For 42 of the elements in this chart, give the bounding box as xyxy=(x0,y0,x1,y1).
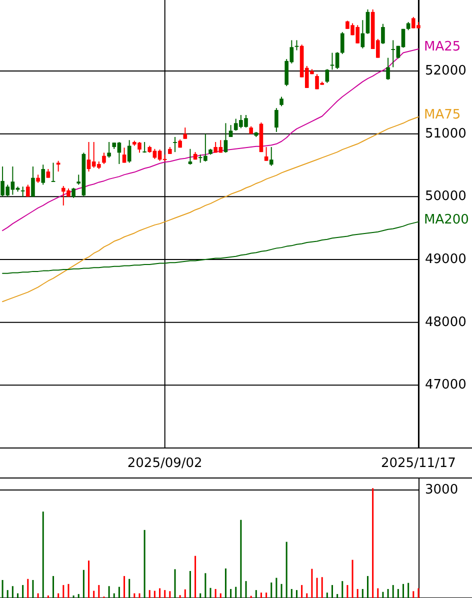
candlestick xyxy=(274,108,278,132)
candlestick xyxy=(41,164,46,186)
x-tick-label: 2025/09/02 xyxy=(127,456,202,472)
y-tick-label: 3000 xyxy=(425,482,458,498)
line-series xyxy=(2,221,419,274)
candlestick xyxy=(366,8,370,34)
candlestick xyxy=(102,152,106,164)
series-label: MA75 xyxy=(424,107,461,122)
candlestick xyxy=(294,40,299,51)
candlestick xyxy=(340,32,344,55)
line-series xyxy=(2,116,419,302)
x-tick-label: 2025/11/17 xyxy=(380,456,456,472)
y-tick-label: 52000 xyxy=(425,64,466,79)
candlestick xyxy=(72,187,76,198)
candlestick xyxy=(142,142,146,154)
series-label: MA25 xyxy=(424,40,461,55)
candlestick xyxy=(188,148,192,166)
y-tick-label: 47000 xyxy=(425,378,466,393)
candlestick xyxy=(280,96,284,107)
candlestick xyxy=(264,146,268,162)
candlestick xyxy=(183,127,188,140)
candlestick xyxy=(269,146,274,166)
y-tick-label: 49000 xyxy=(425,252,466,268)
candlestick xyxy=(20,186,25,198)
candlestick xyxy=(360,20,365,49)
candlestick xyxy=(107,142,111,158)
candlestick xyxy=(122,147,126,164)
candlestick xyxy=(31,166,35,198)
candlestick xyxy=(173,136,177,153)
y-tick-label: 51000 xyxy=(425,126,466,142)
candlestick xyxy=(381,23,385,44)
candlestick xyxy=(224,122,228,154)
y-tick-label: 50000 xyxy=(425,189,466,204)
line-series xyxy=(2,48,419,232)
candlestick xyxy=(228,124,233,138)
candlestick xyxy=(386,57,390,80)
series-label: MA200 xyxy=(424,212,469,228)
y-tick-label: 48000 xyxy=(425,314,466,330)
candlestick xyxy=(325,68,330,84)
candlestick xyxy=(127,140,132,164)
candlestick xyxy=(51,162,56,182)
candlestick xyxy=(56,160,60,172)
